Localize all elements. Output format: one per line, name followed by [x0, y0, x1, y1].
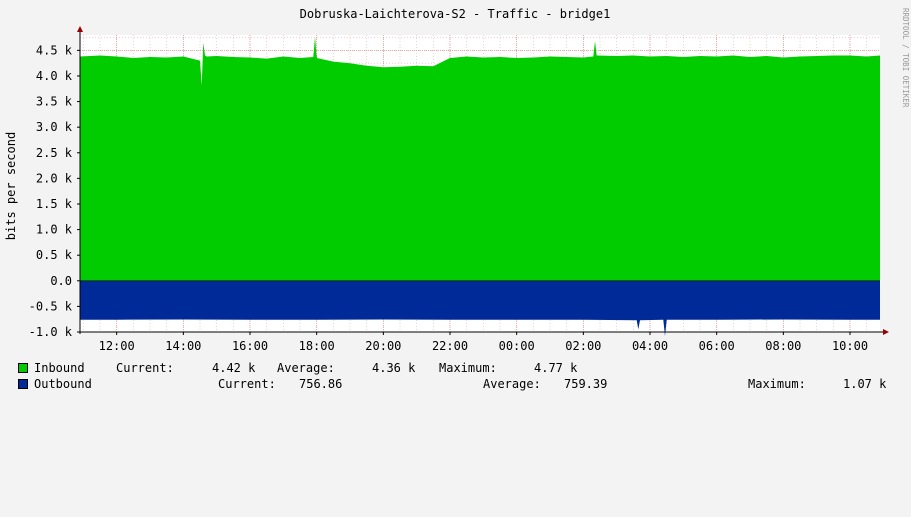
legend-average-value-outbound: 759.39	[564, 377, 608, 391]
x-tick-label: 18:00	[299, 339, 335, 353]
x-tick-label: 04:00	[632, 339, 668, 353]
watermark: RRDTOOL / TOBI OETIKER	[901, 8, 910, 108]
x-tick-label: 00:00	[499, 339, 535, 353]
legend-average-label-outbound: Average:	[483, 377, 541, 391]
chart-svg: Dobruska-Laichterova-S2 - Traffic - brid…	[4, 7, 910, 353]
legend-maximum-label-outbound: Maximum:	[748, 377, 806, 391]
x-tick-label: 06:00	[699, 339, 735, 353]
y-tick-label: 2.5 k	[36, 146, 73, 160]
x-tick-label: 10:00	[832, 339, 868, 353]
chart-title: Dobruska-Laichterova-S2 - Traffic - brid…	[300, 7, 611, 21]
legend-current-label-inbound: Current:	[116, 361, 174, 375]
x-tick-label: 02:00	[565, 339, 601, 353]
axis-layer	[77, 26, 889, 335]
traffic-chart: Dobruska-Laichterova-S2 - Traffic - brid…	[4, 7, 910, 391]
legend-swatch-outbound	[18, 379, 28, 389]
x-tick-label: 22:00	[432, 339, 468, 353]
y-tick-label: 4.5 k	[36, 43, 73, 57]
legend-average-value-inbound: 4.36 k	[372, 361, 416, 375]
legend-maximum-label-inbound: Maximum:	[439, 361, 497, 375]
x-tick-label: 08:00	[765, 339, 801, 353]
series-layer	[80, 37, 880, 337]
legend-current-value-outbound: 756.86	[299, 377, 343, 391]
legend-average-label-inbound: Average:	[277, 361, 335, 375]
x-axis-arrow-icon	[883, 329, 889, 335]
legend-current-label-outbound: Current:	[218, 377, 276, 391]
y-axis-label: bits per second	[4, 132, 18, 240]
y-tick-label: 1.0 k	[36, 223, 73, 237]
tick-label-layer: 4.5 k 4.0 k 3.5 k 3.0 k 2.5 k 2.0 k 1.5 k 1.0 k…	[29, 43, 868, 353]
y-tick-label: 0.5 k	[36, 248, 73, 262]
x-tick-label: 20:00	[365, 339, 401, 353]
legend-maximum-value-outbound: 1.07 k	[843, 377, 887, 391]
y-tick-label: 3.5 k	[36, 95, 73, 109]
y-tick-label: 0.0	[50, 274, 72, 288]
y-tick-label: -1.0 k	[29, 325, 73, 339]
y-tick-label: 1.5 k	[36, 197, 73, 211]
legend-current-value-inbound: 4.42 k	[212, 361, 256, 375]
x-tick-label: 16:00	[232, 339, 268, 353]
y-tick-label: 3.0 k	[36, 120, 73, 134]
y-tick-label: 4.0 k	[36, 69, 73, 83]
y-tick-label: 2.0 k	[36, 171, 73, 185]
x-tick-label: 14:00	[165, 339, 201, 353]
series-area-inbound	[80, 37, 880, 281]
legend-swatch-inbound	[18, 363, 28, 373]
series-area-outbound	[80, 280, 880, 337]
legend-name-inbound: Inbound	[34, 361, 85, 375]
legend-entry-outbound: Outbound Current: 756.86 Average: 759.39…	[18, 377, 886, 391]
y-tick-label: -0.5 k	[29, 299, 73, 313]
legend-maximum-value-inbound: 4.77 k	[534, 361, 578, 375]
y-axis-arrow-icon	[77, 26, 83, 32]
x-tick-label: 12:00	[99, 339, 135, 353]
legend-entry-inbound: Inbound Current: 4.42 k Average: 4.36 k …	[18, 361, 577, 375]
legend-name-outbound: Outbound	[34, 377, 92, 391]
